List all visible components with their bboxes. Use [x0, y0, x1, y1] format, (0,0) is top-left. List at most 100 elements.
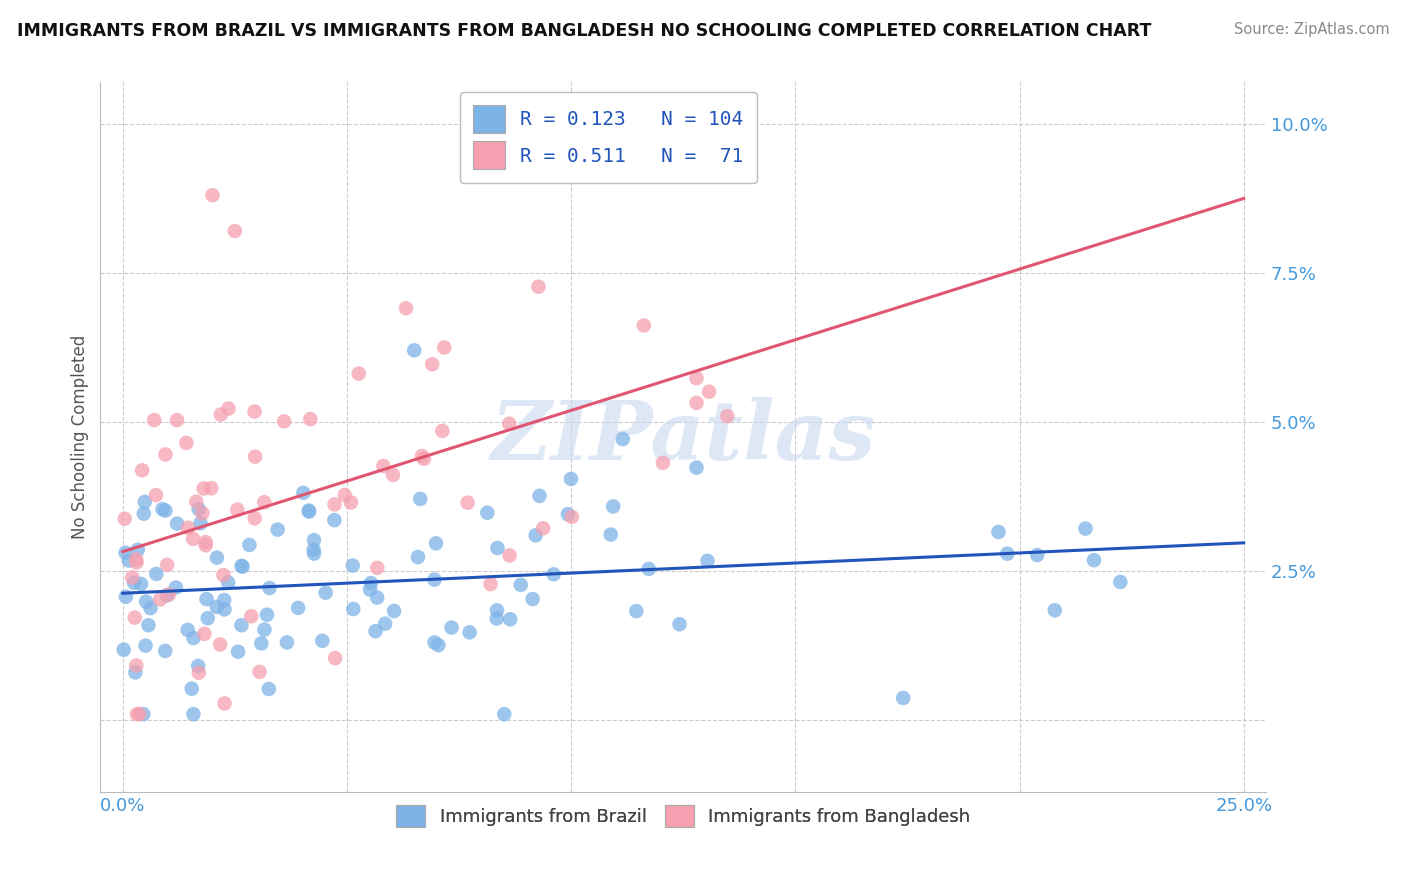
Point — [276, 635, 298, 649]
Point — [364, 624, 387, 639]
Point — [685, 371, 707, 385]
Point — [423, 635, 446, 649]
Point — [209, 637, 232, 651]
Point — [135, 594, 157, 608]
Point — [1026, 548, 1049, 562]
Point — [599, 527, 621, 541]
Point — [323, 497, 346, 511]
Point — [1109, 574, 1132, 589]
Point — [125, 552, 148, 566]
Point — [186, 494, 208, 508]
Point — [125, 658, 148, 673]
Point — [427, 638, 450, 652]
Point — [409, 491, 432, 506]
Point — [311, 633, 333, 648]
Point — [253, 623, 276, 637]
Point — [1083, 553, 1105, 567]
Text: ZIPatlas: ZIPatlas — [491, 397, 876, 477]
Point — [181, 532, 204, 546]
Point — [127, 542, 149, 557]
Point — [347, 367, 370, 381]
Point — [668, 617, 690, 632]
Point — [323, 513, 346, 527]
Point — [205, 550, 228, 565]
Point — [373, 458, 395, 473]
Point — [374, 616, 396, 631]
Point — [183, 707, 205, 722]
Point — [432, 424, 454, 438]
Point — [217, 575, 239, 590]
Point — [412, 451, 434, 466]
Point — [166, 413, 188, 427]
Point — [231, 559, 253, 574]
Point — [315, 585, 337, 599]
Point — [129, 577, 152, 591]
Point — [529, 489, 551, 503]
Point — [406, 550, 429, 565]
Point — [197, 611, 219, 625]
Point — [193, 482, 215, 496]
Point — [149, 592, 172, 607]
Point — [359, 582, 381, 597]
Point — [226, 645, 249, 659]
Point — [250, 636, 273, 650]
Point — [287, 600, 309, 615]
Point — [155, 503, 177, 517]
Point — [145, 566, 167, 581]
Point — [240, 609, 263, 624]
Point — [212, 593, 235, 607]
Point — [134, 495, 156, 509]
Point — [477, 506, 499, 520]
Point — [180, 681, 202, 696]
Point — [209, 408, 232, 422]
Point — [194, 538, 217, 552]
Point — [626, 604, 648, 618]
Point — [176, 623, 198, 637]
Point — [266, 523, 288, 537]
Point — [423, 573, 446, 587]
Point — [486, 541, 509, 555]
Point — [243, 511, 266, 525]
Point — [231, 558, 253, 573]
Point — [195, 592, 218, 607]
Point — [498, 549, 520, 563]
Point — [298, 505, 321, 519]
Point — [193, 627, 215, 641]
Point — [231, 618, 253, 632]
Point — [187, 502, 209, 516]
Point — [218, 401, 240, 416]
Point — [440, 621, 463, 635]
Point — [200, 481, 222, 495]
Point — [302, 547, 325, 561]
Point — [273, 414, 295, 428]
Point — [165, 581, 187, 595]
Point — [522, 592, 544, 607]
Point — [543, 567, 565, 582]
Point — [395, 301, 418, 316]
Point — [131, 463, 153, 477]
Point — [342, 558, 364, 573]
Text: Source: ZipAtlas.com: Source: ZipAtlas.com — [1233, 22, 1389, 37]
Point — [494, 707, 516, 722]
Point — [531, 521, 554, 535]
Point — [340, 495, 363, 509]
Point — [132, 507, 155, 521]
Point — [891, 691, 914, 706]
Point — [177, 521, 200, 535]
Point — [187, 659, 209, 673]
Point — [299, 412, 322, 426]
Point — [360, 576, 382, 591]
Point — [557, 508, 579, 522]
Point — [243, 404, 266, 418]
Point — [257, 681, 280, 696]
Point — [382, 604, 405, 618]
Point — [122, 575, 145, 590]
Legend: Immigrants from Brazil, Immigrants from Bangladesh: Immigrants from Brazil, Immigrants from … — [387, 796, 979, 836]
Point — [498, 417, 520, 431]
Point — [560, 472, 582, 486]
Point — [121, 570, 143, 584]
Point — [155, 448, 177, 462]
Point — [425, 536, 447, 550]
Point — [333, 488, 356, 502]
Point — [118, 553, 141, 567]
